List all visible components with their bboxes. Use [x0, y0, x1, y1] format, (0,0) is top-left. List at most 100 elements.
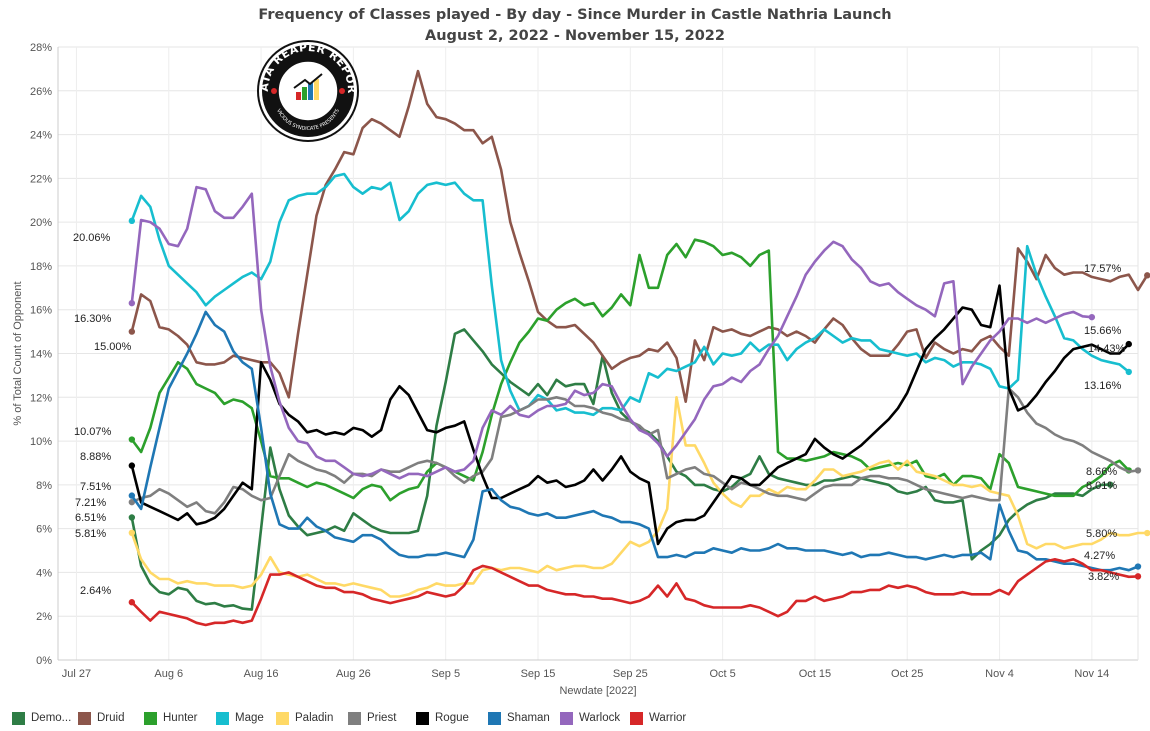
- y-tick-label: 12%: [30, 392, 52, 404]
- x-tick-label: Nov 4: [985, 668, 1014, 680]
- series-end-point: [1107, 481, 1114, 488]
- chart-title: Frequency of Classes played - By day - S…: [0, 5, 1150, 47]
- legend-item[interactable]: Druid: [78, 711, 144, 725]
- x-tick-label: Jul 27: [62, 668, 91, 680]
- start-value-label: 16.30%: [74, 313, 112, 325]
- x-tick-label: Oct 25: [891, 668, 923, 680]
- legend-item[interactable]: Shaman: [488, 711, 560, 725]
- series-end-point: [1134, 467, 1142, 474]
- series-line-paladin: [130, 395, 1149, 598]
- legend-swatch: [488, 711, 501, 725]
- start-value-label: 6.51%: [75, 512, 106, 524]
- y-tick-label: 14%: [30, 349, 52, 361]
- series-line-druid: [130, 69, 1149, 404]
- x-tick-label: Sep 5: [431, 668, 460, 680]
- y-tick-label: 6%: [36, 524, 52, 536]
- legend-label: Druid: [97, 712, 125, 724]
- legend-label: Warrior: [649, 712, 687, 724]
- legend-item[interactable]: Paladin: [276, 711, 348, 725]
- end-value-label: 17.57%: [1084, 263, 1122, 275]
- end-value-label: 15.66%: [1084, 325, 1122, 337]
- start-value-label: 5.81%: [75, 528, 106, 540]
- data-labels: 6.51% 8.01% 15.00% 17.57% 10.07% 8.66% 20.06% 1…: [73, 232, 1126, 597]
- data-reaper-logo: DATA REAPER REPORT VICIOUS SYNDICATE PRE…: [0, 0, 359, 142]
- y-tick-label: 20%: [30, 217, 52, 229]
- end-value-label: 8.01%: [1086, 480, 1117, 492]
- x-tick-label: Sep 15: [521, 668, 556, 680]
- series-line-mage: [130, 172, 1131, 417]
- series-start-point: [128, 299, 136, 307]
- legend-swatch: [276, 711, 289, 725]
- legend-swatch: [12, 711, 25, 725]
- legend-label: Shaman: [507, 712, 550, 724]
- x-tick-label: Aug 26: [336, 668, 371, 680]
- legend-label: Paladin: [295, 712, 334, 724]
- series-end-point: [1088, 313, 1096, 321]
- legend-item[interactable]: Demo...: [12, 711, 78, 725]
- legend-item[interactable]: Rogue: [416, 711, 488, 725]
- x-tick-label: Sep 25: [613, 668, 648, 680]
- x-tick-label: Oct 15: [799, 668, 831, 680]
- series-start-point: [128, 217, 136, 225]
- start-value-label: 10.07%: [74, 426, 112, 438]
- x-axis-title: Newdate [2022]: [559, 685, 636, 697]
- series-line-shaman: [130, 310, 1140, 572]
- legend-label: Rogue: [435, 712, 469, 724]
- y-tick-label: 2%: [36, 611, 52, 623]
- series-end-point: [1134, 563, 1142, 570]
- x-tick-label: Oct 5: [709, 668, 735, 680]
- series-line-rogue: [130, 284, 1131, 546]
- series-end-point: [1125, 368, 1132, 376]
- chart-title-line1: Frequency of Classes played - By day - S…: [258, 7, 892, 23]
- series-line-warrior: [130, 557, 1140, 627]
- end-value-label: 8.66%: [1086, 466, 1117, 478]
- start-value-label: 7.51%: [80, 481, 111, 493]
- legend-label: Warlock: [579, 712, 621, 724]
- y-tick-label: 18%: [30, 261, 52, 273]
- legend-item[interactable]: Warrior: [630, 711, 710, 725]
- end-value-label: 3.82%: [1088, 571, 1119, 583]
- y-tick-label: 24%: [30, 130, 52, 142]
- series-line-hunter: [130, 238, 1131, 502]
- series-start-point: [128, 492, 136, 499]
- end-value-label: 4.27%: [1084, 550, 1115, 562]
- legend-swatch: [78, 711, 91, 725]
- start-value-label: 15.00%: [94, 341, 132, 353]
- start-value-label: 20.06%: [73, 232, 111, 244]
- legend-swatch: [144, 711, 157, 725]
- legend-swatch: [348, 711, 361, 725]
- legend-label: Mage: [235, 712, 264, 724]
- end-value-label: 14.43%: [1088, 343, 1126, 355]
- chart-title-line2: August 2, 2022 - November 15, 2022: [425, 28, 725, 44]
- series-end-point: [1144, 272, 1150, 279]
- end-value-label: 13.16%: [1084, 380, 1122, 392]
- y-tick-label: 4%: [36, 567, 52, 579]
- series-start-point: [128, 514, 136, 521]
- y-tick-label: 16%: [30, 305, 52, 317]
- y-axis-title: % of Total Count of Opponent: [12, 281, 24, 425]
- start-value-label: 2.64%: [80, 585, 111, 597]
- series-end-point: [1134, 573, 1142, 580]
- y-tick-label: 10%: [30, 436, 52, 448]
- end-value-label: 5.80%: [1086, 528, 1117, 540]
- legend-item[interactable]: Mage: [216, 711, 276, 725]
- series-end-point: [1144, 529, 1150, 537]
- legend-item[interactable]: Priest: [348, 711, 416, 725]
- series-start-point: [128, 498, 136, 506]
- x-tick-label: Nov 14: [1074, 668, 1109, 680]
- legend-swatch: [560, 711, 573, 725]
- legend-item[interactable]: Hunter: [144, 711, 216, 725]
- series-end-point: [1125, 340, 1132, 348]
- series-start-point: [128, 436, 136, 443]
- y-tick-label: 8%: [36, 480, 52, 492]
- legend-item[interactable]: Warlock: [560, 711, 630, 725]
- y-tick-label: 0%: [36, 655, 52, 667]
- series-start-point: [128, 328, 136, 335]
- legend-label: Demo...: [31, 712, 72, 724]
- legend-swatch: [216, 711, 229, 725]
- start-value-label: 8.88%: [80, 451, 111, 463]
- y-tick-label: 22%: [30, 173, 52, 185]
- legend: Demo... Druid Hunter Mage Paladin Priest Rogue…: [12, 709, 710, 727]
- grid: [58, 46, 1138, 661]
